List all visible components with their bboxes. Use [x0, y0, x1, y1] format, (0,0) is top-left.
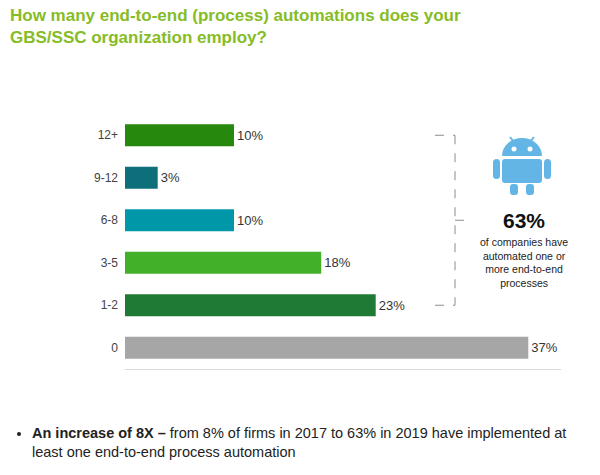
svg-text:1-2: 1-2: [101, 298, 119, 312]
svg-text:37%: 37%: [531, 340, 557, 355]
svg-text:9-12: 9-12: [94, 171, 118, 185]
svg-text:10%: 10%: [237, 213, 263, 228]
svg-text:6-8: 6-8: [101, 213, 119, 227]
html-text:An increase of 8X – from 8% of: An increase of 8X – from 8% of firms in …: [32, 425, 567, 460]
svg-text:0: 0: [111, 341, 118, 355]
svg-text:12+: 12+: [98, 128, 118, 142]
svg-text:10%: 10%: [237, 128, 263, 143]
svg-text:18%: 18%: [324, 255, 350, 270]
svg-text:23%: 23%: [379, 298, 405, 313]
svg-text:3%: 3%: [161, 170, 180, 185]
svg-text:of companies haveautomated one: of companies haveautomated one ormore en…: [480, 236, 568, 289]
svg-text:How many end-to-end (process): How many end-to-end (process) automation…: [10, 6, 461, 47]
svg-text:3-5: 3-5: [101, 256, 119, 270]
svg-text:63%: 63%: [503, 209, 545, 232]
